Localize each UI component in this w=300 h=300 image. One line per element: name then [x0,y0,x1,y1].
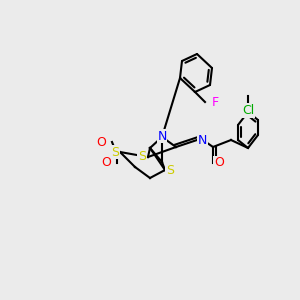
Text: O: O [96,136,106,148]
Text: S: S [111,146,119,158]
Text: S: S [166,164,174,176]
Text: N: N [198,134,207,146]
Text: O: O [214,157,224,169]
Text: O: O [101,157,111,169]
Text: N: N [157,130,167,142]
Text: Cl: Cl [242,104,254,117]
Text: F: F [212,95,219,109]
Text: S: S [138,151,146,164]
